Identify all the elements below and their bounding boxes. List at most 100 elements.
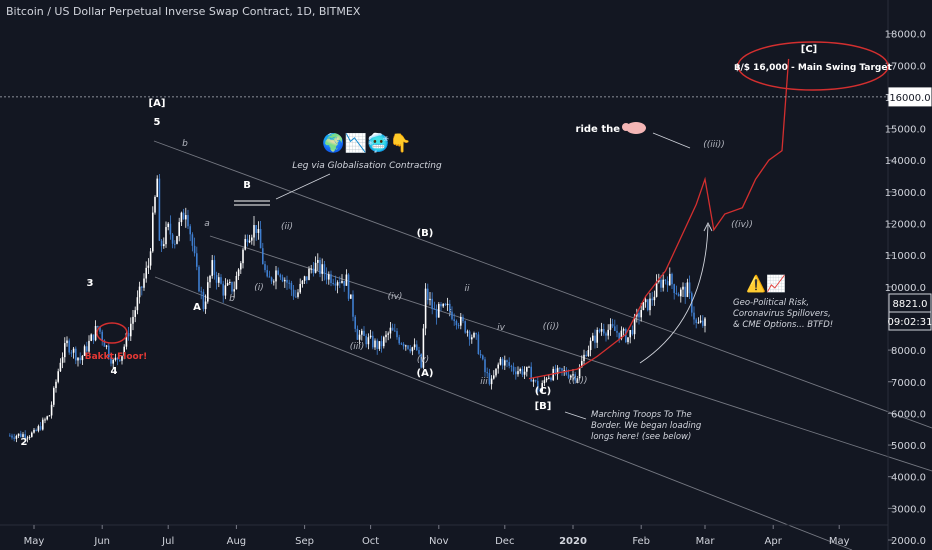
candle-body: [167, 223, 169, 228]
time-tick-label: May: [829, 536, 850, 547]
candle-body: [589, 340, 592, 351]
marching-note-line: Border. We began loading: [591, 421, 702, 431]
candle-body: [33, 429, 35, 433]
wave-label: i: [449, 309, 452, 319]
candle-body: [640, 310, 642, 318]
candle-body: [556, 367, 559, 375]
candle-body: [53, 388, 55, 405]
candle-body: [284, 279, 286, 282]
candle-body: [702, 320, 704, 326]
candle-body: [200, 291, 202, 293]
candle-body: [369, 335, 372, 338]
candle-body: [185, 215, 187, 220]
candle-body: [471, 337, 473, 340]
price-tick-label: 11000.0: [885, 251, 926, 262]
candle-body: [273, 281, 275, 283]
candle-body: [662, 279, 664, 288]
candle-body: [563, 370, 565, 372]
time-tick-label: Dec: [495, 536, 514, 547]
candle-body: [387, 333, 389, 335]
chart-title: Bitcoin / US Dollar Perpetual Inverse Sw…: [6, 5, 361, 18]
candle-body: [42, 419, 44, 430]
ride-the-label: ride the: [576, 124, 621, 135]
candle-body: [616, 330, 618, 333]
wave-label: (B): [417, 228, 434, 239]
candle-body: [158, 178, 161, 241]
candle-body: [488, 372, 491, 385]
wave-label: (iii): [350, 342, 365, 352]
wave-label: (i): [254, 283, 264, 293]
curved-arrow: [639, 224, 709, 364]
pig-body: [626, 122, 646, 134]
candle-body: [97, 326, 99, 328]
candle-body: [451, 311, 453, 320]
candle-body: [638, 312, 640, 318]
candle-body: [561, 368, 563, 371]
candle-body: [427, 288, 429, 301]
wave-label: ((i)): [543, 322, 560, 332]
candle-body: [90, 334, 92, 341]
candle-body: [611, 324, 614, 327]
candle-body: [83, 346, 86, 356]
candle-body: [79, 357, 81, 361]
candle-body: [75, 348, 77, 361]
candle-body: [435, 309, 438, 318]
candle-body: [70, 352, 73, 354]
candle-body: [198, 266, 200, 292]
time-tick-label: Oct: [362, 536, 379, 547]
candle-body: [303, 276, 306, 281]
candle-body: [567, 374, 570, 378]
candle-body: [28, 436, 31, 438]
candle-body: [112, 359, 114, 364]
candle-body: [389, 327, 392, 334]
candle-body: [658, 279, 660, 282]
candle-body: [409, 348, 411, 352]
candle-body: [354, 316, 356, 329]
candle-body: [171, 234, 174, 244]
candle-body: [57, 371, 59, 382]
candle-body: [526, 366, 528, 372]
wave-label: [B]: [535, 401, 552, 412]
candle-body: [475, 333, 477, 335]
candle-body: [644, 299, 647, 303]
candle-body: [695, 319, 697, 323]
candle-body: [226, 282, 229, 286]
candle-body: [631, 330, 634, 335]
candle-body: [323, 264, 326, 274]
candle-body: [213, 260, 216, 275]
candle-body: [673, 284, 675, 294]
candle-body: [495, 368, 497, 376]
candle-body: [134, 310, 136, 317]
candle-body: [622, 329, 625, 331]
candle-body: [231, 281, 233, 292]
candle-body: [156, 178, 158, 197]
candle-body: [341, 280, 343, 283]
countdown-badge-box: [888, 311, 932, 331]
candle-body: [416, 344, 418, 351]
candle-body: [358, 334, 361, 340]
candle-body: [222, 283, 224, 296]
candle-body: [394, 330, 396, 332]
time-tick-label: 2020: [559, 536, 587, 547]
candle-body: [440, 303, 442, 307]
candle-body: [127, 333, 130, 337]
candle-body: [103, 340, 106, 347]
candle-body: [473, 333, 475, 338]
candle-body: [598, 329, 601, 332]
wave-label: ((iv)): [731, 220, 753, 230]
candle-body: [321, 264, 323, 274]
candle-body: [160, 240, 163, 247]
price-tick-label: 15000.0: [885, 125, 926, 136]
candle-body: [125, 333, 128, 347]
candle-body: [86, 346, 88, 352]
price-tick-label: 10000.0: [885, 283, 926, 294]
candle-body: [255, 225, 257, 233]
candle-body: [510, 365, 513, 367]
candle-body: [424, 288, 427, 329]
candle-body: [413, 344, 416, 348]
candle-body: [154, 196, 156, 213]
wave-label: ((ii)): [568, 376, 587, 386]
candle-body: [534, 380, 537, 382]
candle-body: [592, 335, 594, 341]
